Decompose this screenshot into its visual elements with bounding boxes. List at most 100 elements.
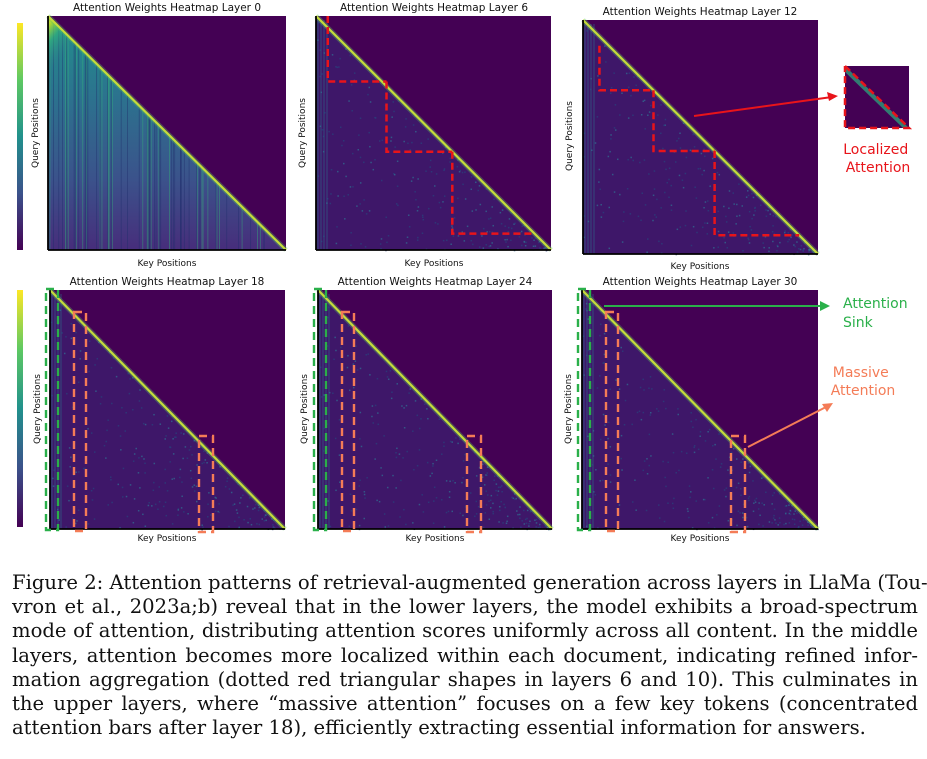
heatmap-speckle: [69, 466, 71, 468]
heatmap-speckle: [164, 482, 166, 484]
heatmap-speckle: [111, 501, 113, 504]
heatmap-speckle: [497, 248, 499, 250]
heatmap-speckle: [679, 132, 681, 135]
heatmap-speckle: [668, 167, 671, 169]
heatmap-speckle: [348, 525, 351, 528]
heatmap-speckle: [461, 231, 464, 233]
heatmap-speckle: [228, 488, 231, 490]
heatmap-speckle: [395, 487, 397, 489]
heatmap-speckle: [685, 210, 687, 212]
heatmap-speckle: [428, 207, 430, 210]
heatmap-speckle: [350, 510, 353, 512]
heatmap-speckle: [273, 526, 275, 529]
heatmap-speckle: [493, 198, 495, 201]
heatmap-speckle: [350, 244, 352, 246]
heatmap-speckle: [488, 500, 490, 502]
heatmap-speckle: [438, 418, 441, 421]
heatmap-speckle: [668, 178, 670, 181]
heatmap-speckle: [599, 323, 602, 326]
heatmap-speckle: [482, 247, 485, 249]
heatmap-speckle: [464, 171, 466, 173]
heatmap-speckle: [738, 183, 740, 185]
heatmap-speckle: [204, 459, 207, 461]
heatmap-speckle: [96, 357, 99, 360]
heatmap-speckle: [475, 209, 477, 211]
heatmap-speckle: [171, 523, 174, 525]
heatmap-speckle: [335, 349, 337, 352]
heatmap-speckle: [642, 378, 644, 381]
heatmap-speckle: [635, 509, 637, 511]
heatmap-speckle: [485, 474, 487, 476]
heatmap-speckle: [814, 527, 816, 529]
heatmap-speckle: [678, 469, 680, 472]
heatmap-speckle: [75, 331, 77, 334]
heatmap-speckle: [403, 427, 406, 429]
heatmap-speckle: [141, 455, 143, 458]
heatmap-speckle: [420, 398, 422, 400]
heatmap-speckle: [510, 227, 513, 230]
heatmap-speckle: [596, 204, 599, 207]
heatmap-speckle: [183, 511, 185, 513]
heatmap-speckle: [319, 49, 321, 51]
heatmap-speckle: [226, 477, 229, 479]
localized-attention-box: [385, 81, 453, 153]
heatmap-speckle: [144, 423, 147, 426]
heatmap-speckle: [514, 498, 516, 501]
heatmap-speckle: [66, 392, 68, 395]
heatmap-speckle: [644, 128, 646, 130]
heatmap-speckle: [415, 198, 417, 201]
heatmap-speckle: [723, 489, 726, 491]
heatmap-speckle: [773, 514, 775, 517]
heatmap-speckle: [701, 226, 704, 229]
heatmap-speckle: [671, 433, 674, 435]
heatmap-speckle: [623, 423, 626, 426]
heatmap-speckle: [407, 214, 410, 216]
heatmap-speckle: [712, 487, 715, 490]
heatmap-speckle: [493, 479, 495, 482]
heatmap-speckle: [525, 241, 527, 244]
heatmap-speckle: [153, 462, 156, 465]
heatmap-speckle: [475, 475, 478, 477]
heatmap-speckle: [502, 522, 504, 524]
heatmap-speckle: [768, 250, 770, 253]
heatmap-speckle: [510, 239, 512, 242]
heatmap-speckle: [654, 214, 656, 216]
heatmap-speckle: [500, 222, 503, 225]
heatmap-speckle: [599, 375, 601, 377]
heatmap-speckle: [607, 437, 609, 440]
heatmap-speckle: [802, 516, 805, 519]
sink-arrowhead: [820, 301, 830, 311]
heatmap-speckle: [742, 503, 745, 506]
heatmap-speckle: [640, 114, 643, 116]
heatmap-speckle: [420, 418, 422, 420]
heatmap-speckle: [336, 66, 338, 69]
heatmap-speckle: [470, 176, 473, 178]
heatmap-speckle: [638, 410, 641, 413]
heatmap-speckle: [349, 186, 352, 188]
heatmap-speckle: [609, 446, 612, 448]
panel-title: Attention Weights Heatmap Layer 0: [73, 2, 261, 14]
heatmap-speckle: [200, 445, 203, 448]
heatmap-speckle: [263, 516, 266, 518]
heatmap-speckle: [807, 521, 809, 524]
heatmap-speckle: [338, 66, 340, 68]
heatmap-speckle: [583, 132, 586, 135]
heatmap-speckle: [451, 227, 454, 229]
heatmap-speckle: [707, 200, 709, 202]
heatmap-speckle: [224, 485, 227, 488]
heatmap-speckle: [347, 325, 350, 327]
heatmap-speckle: [359, 367, 362, 370]
heatmap-speckle: [349, 54, 351, 57]
heatmap-speckle: [534, 245, 537, 247]
heatmap-speckle: [526, 517, 528, 520]
heatmap-speckle: [455, 437, 457, 439]
heatmap-speckle: [648, 173, 650, 175]
heatmap-speckle: [663, 124, 665, 127]
heatmap-speckle: [74, 522, 77, 525]
heatmap-speckle: [374, 117, 377, 119]
heatmap-speckle: [421, 232, 424, 234]
heatmap-speckle: [779, 521, 781, 524]
heatmap-speckle: [258, 523, 261, 526]
heatmap-speckle: [752, 510, 755, 513]
heatmap-speckle: [475, 500, 478, 503]
